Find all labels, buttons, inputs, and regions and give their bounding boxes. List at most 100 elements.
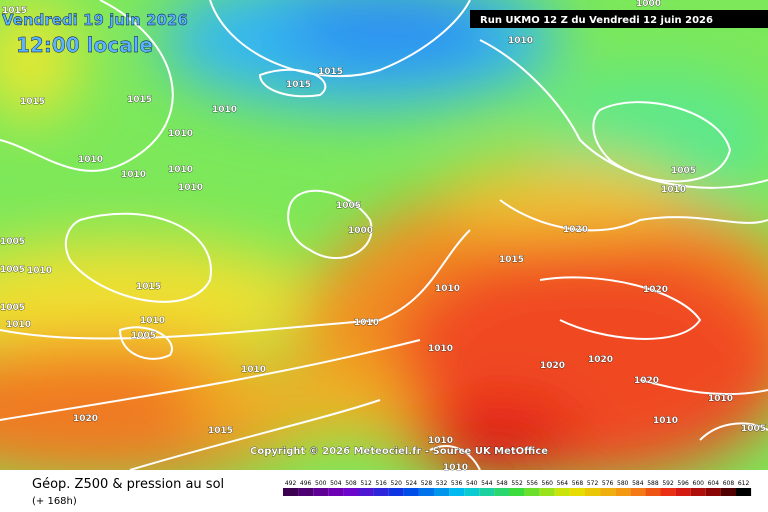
legend-swatch: [675, 488, 691, 496]
footer-title: Géop. Z500 & pression au sol: [32, 477, 224, 492]
isobar-label: 1010: [435, 284, 460, 294]
isobar-label: 1015: [136, 282, 161, 292]
legend-label: 560: [542, 480, 554, 487]
legend-swatch: [388, 488, 404, 496]
legend-label: 548: [496, 480, 508, 487]
legend-swatch: [630, 488, 646, 496]
isobar-label: 1015: [286, 80, 311, 90]
isobar-label: 1010: [212, 105, 237, 115]
isobar-label: 1005: [0, 237, 25, 247]
legend-label: 544: [481, 480, 493, 487]
legend-swatch: [660, 488, 676, 496]
isobar-label: 1000: [636, 0, 661, 9]
isobar-label: 1010: [6, 320, 31, 330]
run-box: [470, 10, 768, 28]
isobar-label: 1005: [741, 424, 766, 434]
isobar-label: 1005: [336, 201, 361, 211]
legend-swatch: [554, 488, 570, 496]
legend-swatch: [434, 488, 450, 496]
legend-swatch: [509, 488, 525, 496]
legend-label: 564: [557, 480, 569, 487]
isobars: [0, 0, 768, 470]
isobar-label: 1010: [428, 436, 453, 446]
isobar-label: 1020: [540, 361, 565, 371]
isobar-label: 1010: [508, 36, 533, 46]
isobar-label: 1010: [708, 394, 733, 404]
legend-swatch: [585, 488, 601, 496]
footer-lead: (+ 168h): [32, 496, 77, 507]
isobar-label: 1015: [127, 95, 152, 105]
legend-label: 600: [693, 480, 705, 487]
legend-swatch: [373, 488, 389, 496]
legend-swatch: [690, 488, 706, 496]
legend-label: 572: [587, 480, 599, 487]
isobar-label: 1010: [178, 183, 203, 193]
legend-label: 512: [360, 480, 372, 487]
isobar-label: 1020: [563, 225, 588, 235]
isobar-label: 1015: [318, 67, 343, 77]
isobar-label: 1005: [131, 331, 156, 341]
isobar-label: 1010: [661, 185, 686, 195]
isobar-label: 1010: [140, 316, 165, 326]
isobar-label: 1010: [121, 170, 146, 180]
legend-swatch: [645, 488, 661, 496]
isobar-label: 1010: [241, 365, 266, 375]
legend-label: 556: [526, 480, 538, 487]
isobar-label: 1005: [0, 303, 25, 313]
legend-label: 588: [647, 480, 659, 487]
legend-label: 520: [391, 480, 403, 487]
legend-label: 500: [315, 480, 327, 487]
legend-label: 492: [285, 480, 297, 487]
legend-swatch: [464, 488, 480, 496]
isobar-label: 1010: [354, 318, 379, 328]
legend-swatch: [403, 488, 419, 496]
legend-swatch: [569, 488, 585, 496]
isobar-label: 1020: [73, 414, 98, 424]
legend-label: 568: [572, 480, 584, 487]
isobar-label: 1010: [78, 155, 103, 165]
valid-date: Vendredi 19 juin 2026: [2, 11, 188, 29]
legend-swatch: [343, 488, 359, 496]
isobar-label: 1015: [499, 255, 524, 265]
isobar-label: 1010: [428, 344, 453, 354]
legend-swatch: [298, 488, 314, 496]
isobar-label: 1010: [443, 463, 468, 473]
legend-label: 508: [345, 480, 357, 487]
legend-swatch: [328, 488, 344, 496]
legend-label: 540: [466, 480, 478, 487]
isobar-label: 1010: [653, 416, 678, 426]
isobar-label: 1020: [588, 355, 613, 365]
isobar-label: 1020: [643, 285, 668, 295]
legend-label: 532: [436, 480, 448, 487]
legend-label: 516: [375, 480, 387, 487]
legend-label: 552: [511, 480, 523, 487]
run: Run UKMO 12 Z du Vendredi 12 juin 2026: [480, 15, 713, 26]
legend-swatch: [720, 488, 736, 496]
legend-swatch: [313, 488, 329, 496]
copyright: Copyright © 2026 Meteociel.fr - Source U…: [250, 446, 548, 457]
isobar-label: 1020: [634, 376, 659, 386]
isobar-label: 1010: [168, 129, 193, 139]
legend-label: 536: [451, 480, 463, 487]
legend-label: 580: [617, 480, 629, 487]
legend-label: 528: [421, 480, 433, 487]
legend-label: 576: [602, 480, 614, 487]
legend-swatch: [539, 488, 555, 496]
isobar-label: 1015: [2, 6, 27, 16]
legend-label: 596: [677, 480, 689, 487]
legend-label: 524: [406, 480, 418, 487]
isobar-label: 1010: [168, 165, 193, 175]
isobar-label: 1015: [20, 97, 45, 107]
legend-swatch: [418, 488, 434, 496]
legend-label: 612: [738, 480, 750, 487]
isobar-label: 1000: [348, 226, 373, 236]
legend-swatch: [358, 488, 374, 496]
legend-swatch: [705, 488, 721, 496]
legend-label: 584: [632, 480, 644, 487]
local-time: 12:00 locale: [16, 33, 153, 57]
legend-swatch: [615, 488, 631, 496]
legend-swatch: [524, 488, 540, 496]
field: [0, 0, 768, 470]
